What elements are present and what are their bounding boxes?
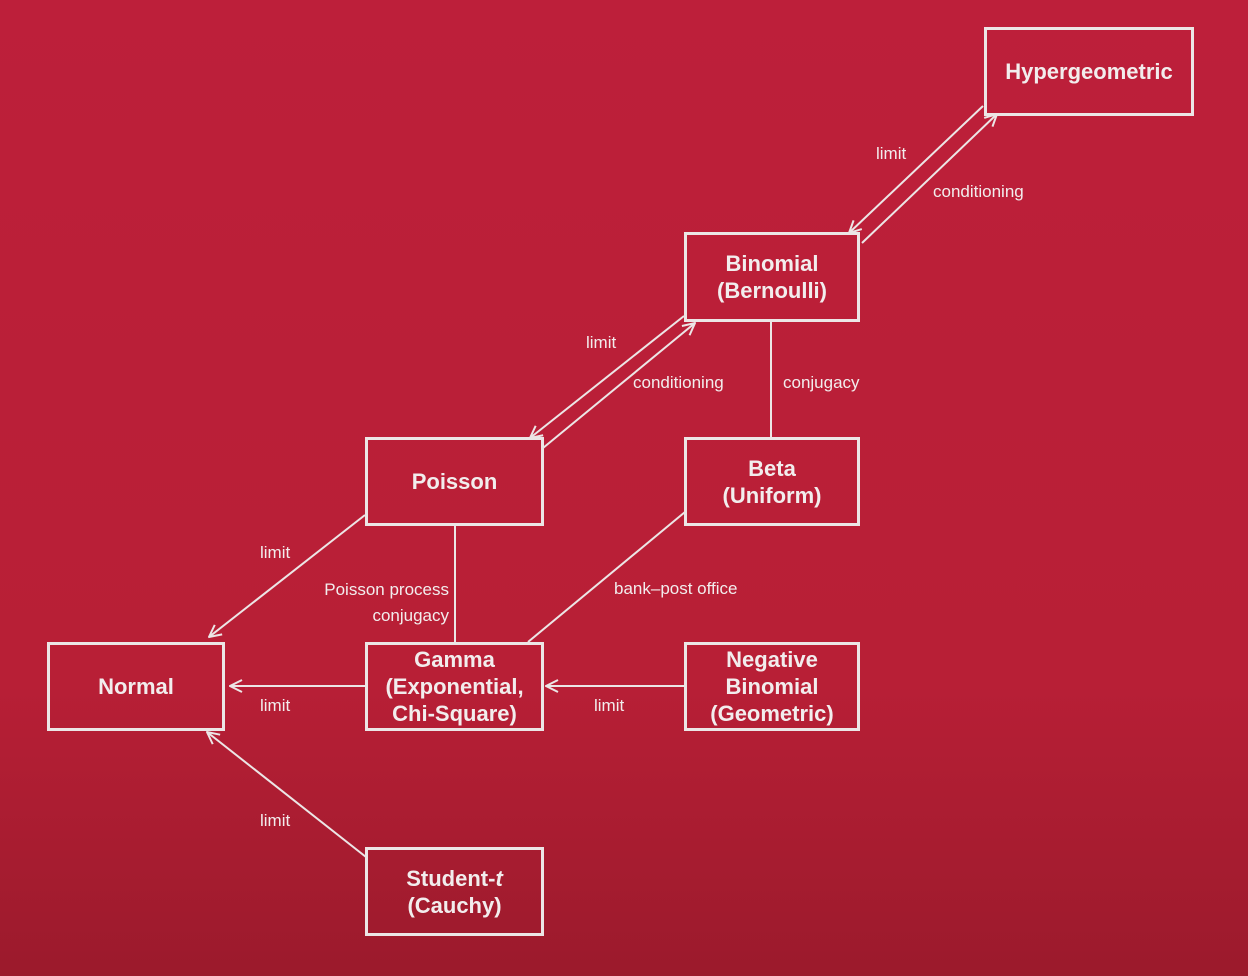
edge-label-student-normal-limit: limit [260, 811, 291, 830]
node-binomial-label: Binomial [725, 251, 819, 276]
node-beta-label: Beta [748, 455, 796, 481]
edge-label-poisson-binomial-conditioning: conditioning [633, 373, 724, 392]
node-beta-sublabel: (Uniform) [722, 482, 822, 508]
node-hypergeometric: Hypergeometric [984, 27, 1194, 116]
edge-label-binomial-beta-conjugacy: conjugacy [783, 373, 860, 392]
edge-label-gamma-normal-limit: limit [260, 696, 291, 715]
node-negative-binomial-label-2: Binomial [725, 674, 819, 699]
edge-label-bank-post-office: bank–post office [614, 579, 738, 598]
edge-label-poisson-normal-limit: limit [260, 543, 291, 562]
edge-binomial-to-poisson [530, 315, 685, 438]
edge-label-poisson-binomial-limit: limit [586, 333, 617, 352]
edge-poisson-to-binomial [542, 323, 695, 449]
node-student-t-sublabel: (Cauchy) [407, 892, 502, 918]
node-student-t-prefix: Student- [406, 865, 496, 891]
edge-label-poisson-process: Poisson process [324, 580, 449, 599]
node-poisson: Poisson [365, 437, 544, 526]
node-gamma-sublabel-2: Chi-Square) [392, 701, 517, 726]
edge-label-hyper-conditioning: conditioning [933, 182, 1024, 201]
edge-hypergeometric-to-binomial [849, 105, 984, 233]
node-student-t-italic: t [495, 865, 503, 891]
edge-beta-gamma [527, 511, 686, 643]
node-negative-binomial: Negative Binomial (Geometric) [684, 642, 860, 731]
node-gamma: Gamma (Exponential, Chi-Square) [365, 642, 544, 731]
node-normal-label: Normal [98, 674, 174, 699]
node-beta: Beta (Uniform) [684, 437, 860, 526]
edge-poisson-to-normal [209, 514, 366, 637]
edge-binomial-to-hypergeometric [861, 114, 997, 244]
edge-student-to-normal [207, 732, 367, 858]
node-negative-binomial-sublabel: (Geometric) [710, 701, 834, 726]
edge-label-negbin-gamma-limit: limit [594, 696, 625, 715]
edge-label-poisson-gamma-conjugacy: conjugacy [372, 606, 449, 625]
node-negative-binomial-label-1: Negative [726, 647, 818, 672]
node-hypergeometric-label: Hypergeometric [1005, 59, 1173, 84]
node-gamma-sublabel-1: (Exponential, [385, 674, 524, 699]
node-binomial-sublabel: (Bernoulli) [717, 278, 827, 303]
node-normal: Normal [47, 642, 225, 731]
node-binomial: Binomial (Bernoulli) [684, 232, 860, 322]
node-student-t: Student-t (Cauchy) [365, 847, 544, 936]
node-student-t-label: Student-t [406, 865, 503, 892]
node-poisson-label: Poisson [411, 469, 498, 494]
edge-label-hyper-limit: limit [876, 144, 907, 163]
node-gamma-label: Gamma [414, 647, 495, 672]
